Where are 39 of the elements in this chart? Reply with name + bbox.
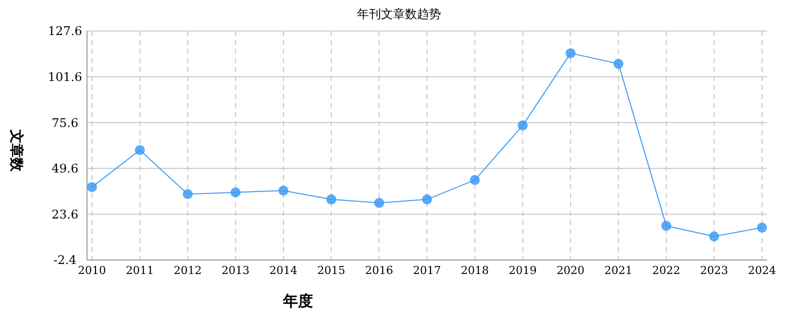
- chart-title: 年刊文章数趋势: [357, 7, 441, 21]
- point: [470, 175, 480, 186]
- x-tick-label: 2014: [269, 264, 298, 277]
- x-tick-label: 2023: [700, 264, 728, 277]
- point: [230, 187, 241, 198]
- y-tick-label: 23.6: [52, 207, 78, 222]
- x-tick-label: 2022: [652, 264, 680, 277]
- y-tick-label: -2.4: [53, 253, 77, 268]
- point: [182, 189, 193, 200]
- y-tick-label: 101.6: [48, 70, 82, 84]
- point: [134, 145, 145, 156]
- y-tick-label: 127.6: [48, 24, 82, 38]
- x-tick-label: 2013: [222, 264, 250, 277]
- x-tick-label: 2015: [317, 264, 346, 277]
- point: [326, 194, 336, 204]
- x-tick-label: 2012: [174, 264, 202, 277]
- x-tick-label: 2010: [78, 264, 106, 277]
- point: [87, 182, 97, 192]
- x-axis-title: 年度: [282, 292, 313, 310]
- point: [709, 231, 720, 242]
- x-tick-label: 2017: [413, 264, 441, 277]
- point: [422, 194, 432, 204]
- x-tick-label: 2018: [460, 264, 489, 277]
- x-tick-label: 2020: [556, 264, 585, 277]
- x-tick-label: 2016: [365, 264, 394, 277]
- point: [374, 198, 384, 208]
- point: [757, 222, 767, 233]
- point: [278, 186, 288, 196]
- y-tick-label: 75.6: [52, 116, 78, 130]
- x-tick-label: 2011: [126, 264, 154, 277]
- point: [518, 120, 528, 130]
- point: [566, 48, 576, 58]
- y-axis-title: 文章数: [8, 128, 25, 172]
- point: [661, 220, 672, 231]
- y-tick-label: 49.6: [52, 162, 78, 176]
- x-tick-label: 2024: [748, 264, 776, 277]
- x-tick-label: 2021: [604, 264, 632, 277]
- x-tick-label: 2019: [508, 264, 537, 277]
- point: [613, 58, 624, 69]
